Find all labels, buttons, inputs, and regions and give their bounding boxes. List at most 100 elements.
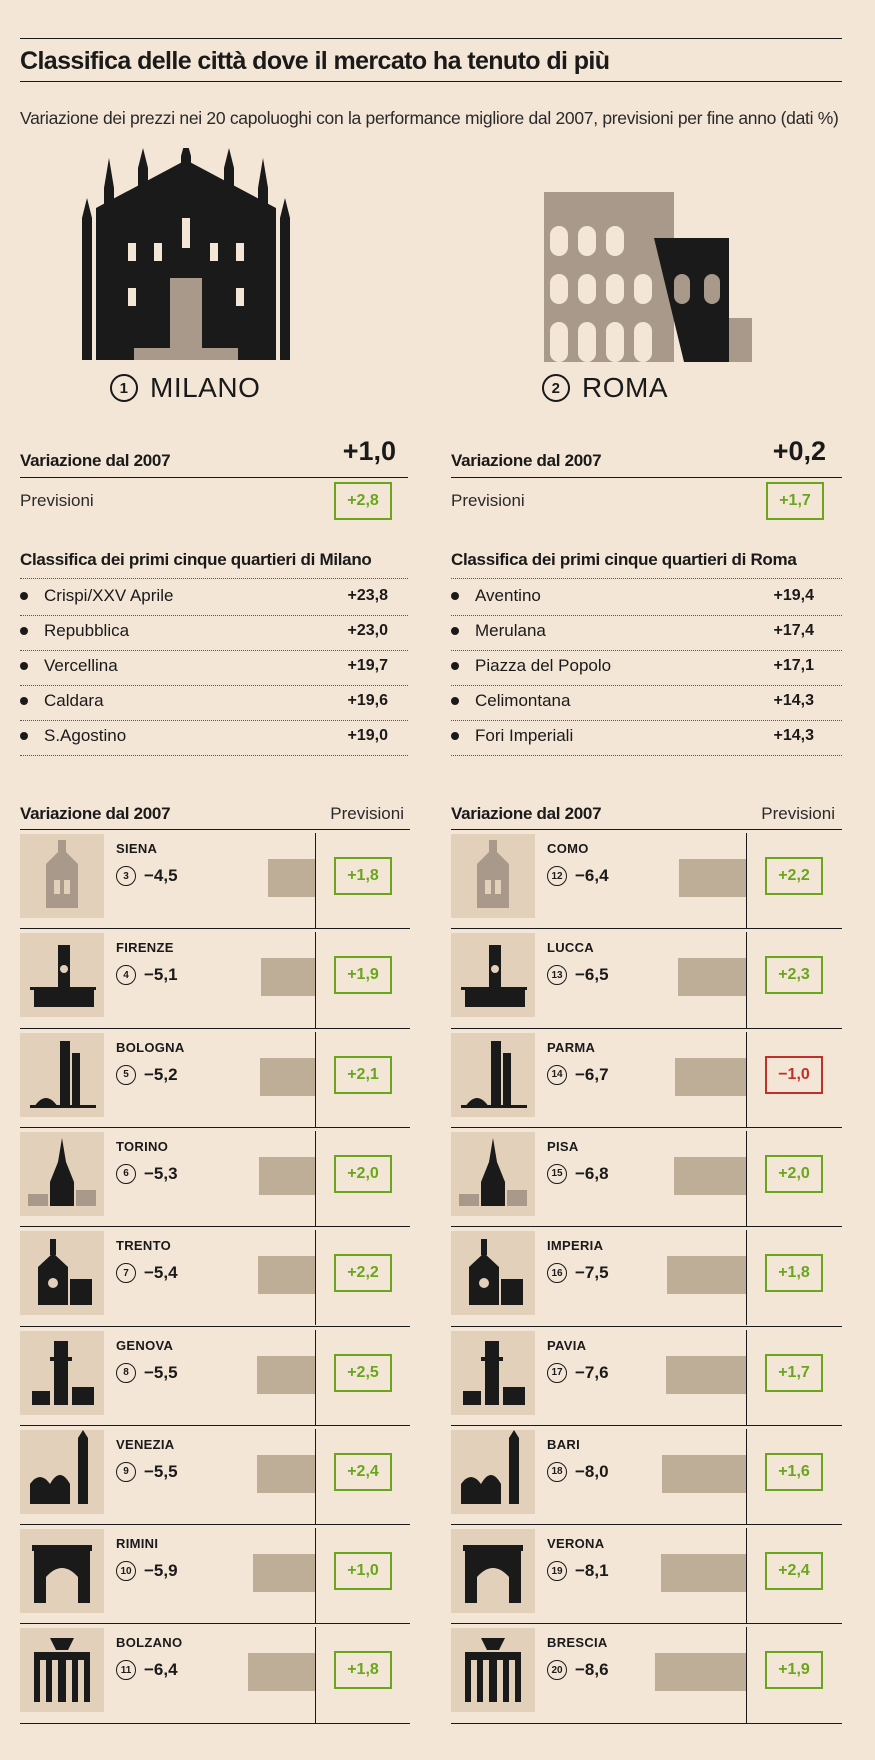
- variazione-bar: [257, 1454, 315, 1493]
- rank-badge: 16: [547, 1263, 567, 1284]
- city-variazione: 9 −5,5: [116, 1461, 178, 1482]
- variazione-value: −4,5: [144, 866, 178, 885]
- row-divider: [20, 1722, 410, 1724]
- chart-left-previsioni-head: Previsioni: [330, 804, 404, 823]
- city-variazione: 18 −8,0: [547, 1461, 609, 1482]
- quartiere-value: +19,4: [773, 587, 814, 604]
- row-divider: [451, 1524, 842, 1526]
- row-divider: [20, 928, 410, 930]
- city-name: VENEZIA: [116, 1436, 175, 1452]
- variazione-label: Variazione dal 2007: [20, 451, 171, 470]
- variazione-value: −7,5: [575, 1263, 609, 1283]
- rank-badge: 13: [547, 965, 567, 986]
- previsione-box: +2,4: [765, 1552, 823, 1591]
- roma-colosseo-icon: [544, 192, 752, 362]
- rank-badge: 17: [547, 1362, 567, 1383]
- zero-axis-line: [315, 1031, 316, 1127]
- roma-quartieri-title: Classifica dei primi cinque quartieri di…: [451, 550, 797, 569]
- row-divider: [20, 1623, 410, 1625]
- row-divider: [20, 615, 408, 616]
- zero-axis-line: [746, 932, 747, 1028]
- previsione-box: +2,4: [334, 1452, 392, 1491]
- chart-right-previsioni-head: Previsioni: [761, 804, 835, 823]
- variazione-value: −7,6: [575, 1362, 609, 1382]
- brescia-duomo-icon: [451, 1628, 535, 1713]
- rank-badge: 18: [547, 1461, 567, 1482]
- variazione-value: −5,3: [144, 1163, 178, 1183]
- quartiere-row: Merulana: [451, 621, 546, 641]
- previsione-box: +1,7: [765, 1353, 823, 1392]
- rank-badge: 14: [547, 1064, 567, 1085]
- city-variazione: 20 −8,6: [547, 1660, 609, 1681]
- previsione-box: +2,2: [334, 1254, 392, 1293]
- quartiere-row: Aventino: [451, 586, 541, 606]
- city-variazione: 16 −7,5: [547, 1263, 609, 1284]
- variazione-bar: [261, 958, 315, 997]
- city-name: RIMINI: [116, 1536, 159, 1552]
- chart-left-title: Variazione dal 2007: [20, 804, 171, 823]
- bullet-icon: [451, 697, 459, 705]
- bullet-icon: [20, 697, 28, 705]
- city-name: PISA: [547, 1138, 579, 1154]
- row-divider: [451, 755, 842, 756]
- row-divider: [451, 1623, 842, 1625]
- rank-badge: 1: [110, 374, 138, 402]
- quartiere-name: Piazza del Popolo: [475, 656, 612, 675]
- zero-axis-line: [315, 1627, 316, 1723]
- row-divider: [451, 685, 842, 686]
- city-name: TORINO: [116, 1138, 169, 1154]
- variazione-value: −5,4: [144, 1263, 178, 1283]
- row-divider: [451, 1027, 842, 1029]
- zero-axis-line: [315, 1528, 316, 1624]
- rank-badge: 15: [547, 1163, 567, 1184]
- quartiere-row: S.Agostino: [20, 726, 126, 746]
- page-subtitle: Variazione dei prezzi nei 20 capoluoghi …: [20, 108, 839, 128]
- previsioni-label: Previsioni: [20, 491, 94, 510]
- rank-badge: 4: [116, 965, 136, 986]
- milano-quartieri-title: Classifica dei primi cinque quartieri di…: [20, 550, 372, 569]
- previsione-box: +2,5: [334, 1353, 392, 1392]
- previsione-box: +1,0: [334, 1552, 392, 1591]
- previsione-box: +2,2: [765, 857, 823, 895]
- previsione-box: +2,0: [334, 1154, 392, 1193]
- quartiere-row: Piazza del Popolo: [451, 656, 611, 676]
- rank-badge: 7: [116, 1263, 136, 1284]
- previsione-box: +2,0: [765, 1154, 823, 1193]
- milano-title: 1 MILANO: [110, 372, 260, 404]
- variazione-value: −8,6: [575, 1660, 609, 1680]
- row-divider: [20, 1325, 410, 1327]
- roma-variazione: +0,2: [772, 436, 826, 466]
- parma-battistero-icon: [451, 1032, 535, 1117]
- city-name: IMPERIA: [547, 1238, 604, 1254]
- previsione-box: −1,0: [765, 1055, 823, 1094]
- previsione-box: +1,6: [765, 1452, 823, 1491]
- page-title: Classifica delle città dove il mercato h…: [20, 38, 842, 82]
- row-divider: [451, 1424, 842, 1426]
- variazione-value: −8,0: [575, 1461, 609, 1481]
- variazione-bar: [259, 1156, 315, 1195]
- previsione-box: +2,1: [334, 1055, 392, 1094]
- variazione-bar: [666, 1355, 746, 1394]
- previsione-box: +2,3: [765, 956, 823, 995]
- quartiere-value: +17,4: [773, 622, 814, 639]
- bologna-towers-icon: [20, 1032, 104, 1117]
- torino-mole-icon: [20, 1131, 104, 1216]
- quartiere-row: Crispi/XXV Aprile: [20, 586, 173, 606]
- row-divider: [20, 650, 408, 651]
- quartiere-value: +23,0: [347, 622, 388, 639]
- como-tempio-icon: [451, 834, 535, 918]
- zero-axis-line: [746, 1428, 747, 1525]
- quartiere-row: Repubblica: [20, 621, 129, 641]
- genova-lanterna-icon: [20, 1330, 104, 1415]
- row-divider: [451, 650, 842, 651]
- rank-badge: 19: [547, 1561, 567, 1582]
- roma-title: 2 ROMA: [542, 372, 668, 404]
- variazione-bar: [677, 958, 746, 997]
- row-divider: [20, 685, 408, 686]
- zero-axis-line: [746, 1627, 747, 1723]
- city-name: COMO: [547, 841, 589, 856]
- lucca-duomo-icon: [451, 933, 535, 1018]
- row-divider: [451, 720, 842, 721]
- quartiere-name: Merulana: [475, 621, 546, 640]
- variazione-bar: [267, 859, 315, 897]
